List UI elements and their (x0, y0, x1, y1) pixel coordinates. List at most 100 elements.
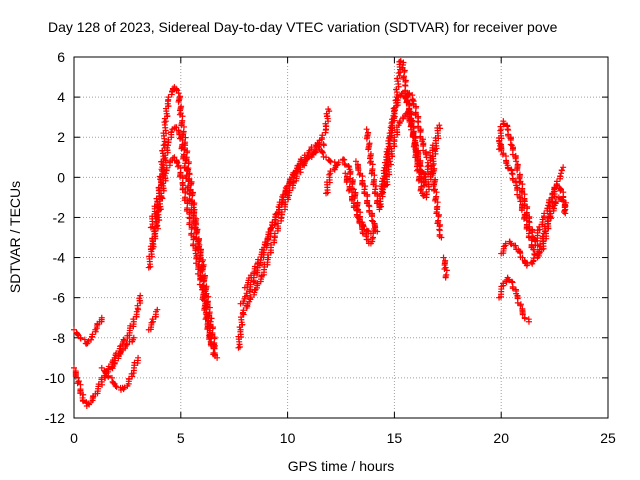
data-point-marker (287, 176, 294, 183)
data-point-marker (165, 94, 172, 101)
data-point-marker (162, 170, 169, 177)
data-point-marker (326, 157, 333, 164)
data-point-marker (343, 179, 350, 186)
data-point-marker (558, 167, 565, 174)
data-point-marker (214, 354, 221, 361)
data-point-marker (168, 129, 175, 136)
data-point-marker (271, 237, 278, 244)
data-point-marker (543, 230, 550, 237)
data-point-marker (182, 157, 189, 164)
y-tick-label: -10 (45, 370, 65, 386)
data-point-marker (419, 192, 426, 199)
data-point-marker (102, 369, 109, 376)
data-point-marker (308, 144, 315, 151)
data-point-marker (237, 326, 244, 333)
data-point-marker (365, 146, 372, 153)
y-axis-ticks: -12 -10 -8 -6 -4 -2 0 2 4 6 (45, 49, 608, 426)
data-point-marker (251, 263, 258, 270)
data-point-marker (442, 274, 449, 281)
data-point-marker (74, 331, 81, 338)
data-point-marker (406, 91, 413, 98)
plot-frame (73, 56, 609, 419)
data-point-marker (496, 138, 503, 145)
series-track-j (237, 140, 327, 307)
data-point-marker (342, 170, 349, 177)
x-tick-label: 20 (493, 430, 509, 446)
data-point-marker (546, 196, 553, 203)
data-point-marker (417, 162, 424, 169)
data-point-marker (506, 277, 513, 284)
data-point-marker (154, 306, 161, 313)
data-point-marker (345, 187, 352, 194)
series-track-z (532, 182, 569, 245)
data-point-marker (388, 120, 395, 127)
data-point-marker (80, 398, 87, 405)
data-point-marker (545, 202, 552, 209)
data-point-marker (562, 199, 569, 206)
data-point-marker (154, 225, 161, 232)
data-point-marker (105, 366, 112, 373)
data-point-marker (498, 126, 505, 133)
data-point-marker (437, 125, 444, 132)
data-point-marker (333, 162, 340, 169)
data-point-marker (508, 278, 515, 285)
data-point-marker (154, 222, 161, 229)
data-point-marker (404, 110, 411, 117)
data-point-marker (509, 176, 516, 183)
data-point-marker (519, 311, 526, 318)
data-point-marker (557, 173, 564, 180)
data-point-marker (121, 337, 128, 344)
data-point-marker (254, 280, 261, 287)
data-point-marker (524, 260, 531, 267)
data-point-marker (247, 272, 254, 279)
data-point-marker (335, 159, 342, 166)
data-point-marker (505, 132, 512, 139)
data-point-marker (429, 142, 436, 149)
data-point-marker (235, 344, 242, 351)
x-tick-label: 5 (177, 430, 185, 446)
data-point-marker (199, 286, 206, 293)
data-point-marker (518, 207, 525, 214)
data-point-marker (130, 316, 137, 323)
data-point-marker (165, 136, 172, 143)
data-point-marker (80, 391, 87, 398)
data-point-marker (562, 203, 569, 210)
data-point-marker (295, 164, 302, 171)
data-point-marker (327, 168, 334, 175)
y-tick-label: 0 (57, 169, 65, 185)
series-track-e (145, 306, 161, 333)
data-point-marker (135, 354, 142, 361)
data-point-marker (360, 223, 367, 230)
data-point-marker (325, 106, 332, 113)
data-point-marker (421, 174, 428, 181)
data-point-marker (406, 118, 413, 125)
x-tick-label: 10 (280, 430, 296, 446)
x-axis-label: GPS time / hours (288, 458, 395, 474)
data-point-marker (513, 158, 520, 165)
series-track-a (71, 314, 105, 347)
data-point-marker (174, 163, 181, 170)
data-point-marker (547, 210, 554, 217)
data-point-marker (558, 170, 565, 177)
data-point-marker (275, 220, 282, 227)
data-point-marker (89, 331, 96, 338)
y-tick-label: 4 (57, 89, 65, 105)
x-tick-label: 0 (70, 430, 78, 446)
data-point-marker (199, 268, 206, 275)
data-point-marker (158, 190, 165, 197)
x-axis-ticks: 0 5 10 15 20 25 (70, 57, 616, 446)
data-point-marker (397, 117, 404, 124)
data-point-marker (238, 314, 245, 321)
data-point-marker (163, 164, 170, 171)
data-point-marker (499, 151, 506, 158)
data-point-marker (247, 294, 254, 301)
data-point-marker (199, 296, 206, 303)
data-point-marker (429, 172, 436, 179)
data-point-marker (352, 158, 359, 165)
data-point-marker (149, 316, 156, 323)
data-point-marker (72, 373, 79, 380)
data-point-marker (136, 295, 143, 302)
data-point-marker (159, 180, 166, 187)
data-point-marker (438, 234, 445, 241)
data-point-marker (429, 162, 436, 169)
